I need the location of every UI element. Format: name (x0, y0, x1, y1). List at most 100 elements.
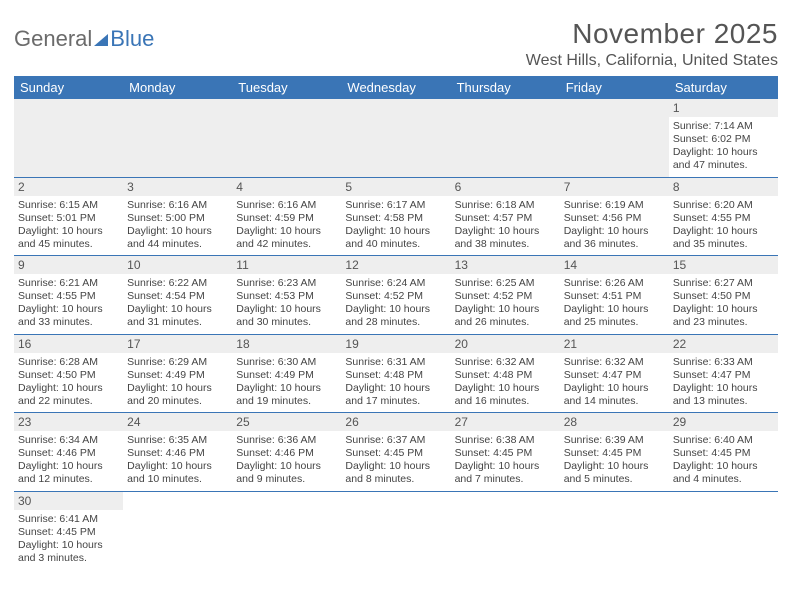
day-number: 11 (232, 256, 341, 274)
sunset-text: Sunset: 4:45 PM (455, 447, 556, 460)
day-number: 21 (560, 335, 669, 353)
day-details: Sunrise: 6:40 AMSunset: 4:45 PMDaylight:… (669, 431, 778, 491)
daylight-text: Daylight: 10 hours and 8 minutes. (345, 460, 446, 486)
day-number: 26 (341, 413, 450, 431)
day-details: Sunrise: 6:17 AMSunset: 4:58 PMDaylight:… (341, 196, 450, 256)
sunrise-text: Sunrise: 6:17 AM (345, 199, 446, 212)
daylight-text: Daylight: 10 hours and 31 minutes. (127, 303, 228, 329)
sunrise-text: Sunrise: 6:31 AM (345, 356, 446, 369)
sunrise-text: Sunrise: 6:21 AM (18, 277, 119, 290)
sunrise-text: Sunrise: 6:25 AM (455, 277, 556, 290)
day-details: Sunrise: 6:21 AMSunset: 4:55 PMDaylight:… (14, 274, 123, 334)
day-number: 18 (232, 335, 341, 353)
sunset-text: Sunset: 4:46 PM (127, 447, 228, 460)
day-header: Saturday (669, 76, 778, 99)
sunrise-text: Sunrise: 6:20 AM (673, 199, 774, 212)
day-number: 24 (123, 413, 232, 431)
sunset-text: Sunset: 4:52 PM (345, 290, 446, 303)
day-details: Sunrise: 6:29 AMSunset: 4:49 PMDaylight:… (123, 353, 232, 413)
daylight-text: Daylight: 10 hours and 19 minutes. (236, 382, 337, 408)
calendar-cell (560, 99, 669, 177)
sunrise-text: Sunrise: 6:19 AM (564, 199, 665, 212)
daylight-text: Daylight: 10 hours and 35 minutes. (673, 225, 774, 251)
day-number-empty (14, 99, 123, 117)
calendar-cell: 23Sunrise: 6:34 AMSunset: 4:46 PMDayligh… (14, 413, 123, 492)
calendar-cell: 12Sunrise: 6:24 AMSunset: 4:52 PMDayligh… (341, 256, 450, 335)
sail-icon (94, 34, 108, 46)
calendar-cell: 21Sunrise: 6:32 AMSunset: 4:47 PMDayligh… (560, 334, 669, 413)
day-details: Sunrise: 6:24 AMSunset: 4:52 PMDaylight:… (341, 274, 450, 334)
day-number: 6 (451, 178, 560, 196)
day-details: Sunrise: 6:18 AMSunset: 4:57 PMDaylight:… (451, 196, 560, 256)
calendar-cell (560, 491, 669, 569)
sunset-text: Sunset: 4:49 PM (236, 369, 337, 382)
daylight-text: Daylight: 10 hours and 33 minutes. (18, 303, 119, 329)
daylight-text: Daylight: 10 hours and 28 minutes. (345, 303, 446, 329)
day-number: 8 (669, 178, 778, 196)
calendar-cell (341, 491, 450, 569)
sunrise-text: Sunrise: 6:28 AM (18, 356, 119, 369)
daylight-text: Daylight: 10 hours and 25 minutes. (564, 303, 665, 329)
day-number: 16 (14, 335, 123, 353)
day-number: 9 (14, 256, 123, 274)
sunset-text: Sunset: 4:48 PM (455, 369, 556, 382)
day-details: Sunrise: 6:26 AMSunset: 4:51 PMDaylight:… (560, 274, 669, 334)
sunrise-text: Sunrise: 6:22 AM (127, 277, 228, 290)
day-details: Sunrise: 6:39 AMSunset: 4:45 PMDaylight:… (560, 431, 669, 491)
calendar-cell: 24Sunrise: 6:35 AMSunset: 4:46 PMDayligh… (123, 413, 232, 492)
calendar-cell (451, 491, 560, 569)
day-details: Sunrise: 6:32 AMSunset: 4:48 PMDaylight:… (451, 353, 560, 413)
calendar-cell (232, 491, 341, 569)
sunrise-text: Sunrise: 6:33 AM (673, 356, 774, 369)
calendar-cell: 13Sunrise: 6:25 AMSunset: 4:52 PMDayligh… (451, 256, 560, 335)
calendar-week-row: 1Sunrise: 7:14 AMSunset: 6:02 PMDaylight… (14, 99, 778, 177)
day-details: Sunrise: 6:28 AMSunset: 4:50 PMDaylight:… (14, 353, 123, 413)
day-details: Sunrise: 6:16 AMSunset: 5:00 PMDaylight:… (123, 196, 232, 256)
day-number-empty (451, 99, 560, 117)
calendar-cell: 15Sunrise: 6:27 AMSunset: 4:50 PMDayligh… (669, 256, 778, 335)
logo-text-blue: Blue (110, 26, 154, 52)
sunset-text: Sunset: 4:45 PM (673, 447, 774, 460)
sunset-text: Sunset: 5:00 PM (127, 212, 228, 225)
day-number: 20 (451, 335, 560, 353)
day-details: Sunrise: 6:41 AMSunset: 4:45 PMDaylight:… (14, 510, 123, 570)
sunset-text: Sunset: 4:50 PM (673, 290, 774, 303)
logo-text-general: General (14, 26, 92, 52)
day-number-empty (341, 99, 450, 117)
day-header: Thursday (451, 76, 560, 99)
sunrise-text: Sunrise: 6:18 AM (455, 199, 556, 212)
daylight-text: Daylight: 10 hours and 30 minutes. (236, 303, 337, 329)
sunset-text: Sunset: 4:48 PM (345, 369, 446, 382)
sunset-text: Sunset: 4:45 PM (18, 526, 119, 539)
day-details: Sunrise: 6:31 AMSunset: 4:48 PMDaylight:… (341, 353, 450, 413)
sunset-text: Sunset: 6:02 PM (673, 133, 774, 146)
calendar-cell: 4Sunrise: 6:16 AMSunset: 4:59 PMDaylight… (232, 177, 341, 256)
sunset-text: Sunset: 4:51 PM (564, 290, 665, 303)
daylight-text: Daylight: 10 hours and 13 minutes. (673, 382, 774, 408)
calendar-cell: 9Sunrise: 6:21 AMSunset: 4:55 PMDaylight… (14, 256, 123, 335)
daylight-text: Daylight: 10 hours and 23 minutes. (673, 303, 774, 329)
day-details: Sunrise: 6:22 AMSunset: 4:54 PMDaylight:… (123, 274, 232, 334)
day-number-empty (123, 99, 232, 117)
day-details: Sunrise: 6:33 AMSunset: 4:47 PMDaylight:… (669, 353, 778, 413)
daylight-text: Daylight: 10 hours and 38 minutes. (455, 225, 556, 251)
daylight-text: Daylight: 10 hours and 10 minutes. (127, 460, 228, 486)
calendar-cell: 7Sunrise: 6:19 AMSunset: 4:56 PMDaylight… (560, 177, 669, 256)
sunset-text: Sunset: 4:46 PM (236, 447, 337, 460)
calendar-cell: 22Sunrise: 6:33 AMSunset: 4:47 PMDayligh… (669, 334, 778, 413)
day-number: 7 (560, 178, 669, 196)
calendar-cell (232, 99, 341, 177)
day-header: Friday (560, 76, 669, 99)
page-header: General Blue November 2025 West Hills, C… (14, 18, 778, 70)
daylight-text: Daylight: 10 hours and 9 minutes. (236, 460, 337, 486)
calendar-cell: 1Sunrise: 7:14 AMSunset: 6:02 PMDaylight… (669, 99, 778, 177)
calendar-cell: 5Sunrise: 6:17 AMSunset: 4:58 PMDaylight… (341, 177, 450, 256)
sunset-text: Sunset: 4:59 PM (236, 212, 337, 225)
sunrise-text: Sunrise: 6:37 AM (345, 434, 446, 447)
sunrise-text: Sunrise: 6:15 AM (18, 199, 119, 212)
daylight-text: Daylight: 10 hours and 20 minutes. (127, 382, 228, 408)
day-number: 1 (669, 99, 778, 117)
day-number: 5 (341, 178, 450, 196)
day-details: Sunrise: 6:25 AMSunset: 4:52 PMDaylight:… (451, 274, 560, 334)
sunset-text: Sunset: 4:55 PM (673, 212, 774, 225)
